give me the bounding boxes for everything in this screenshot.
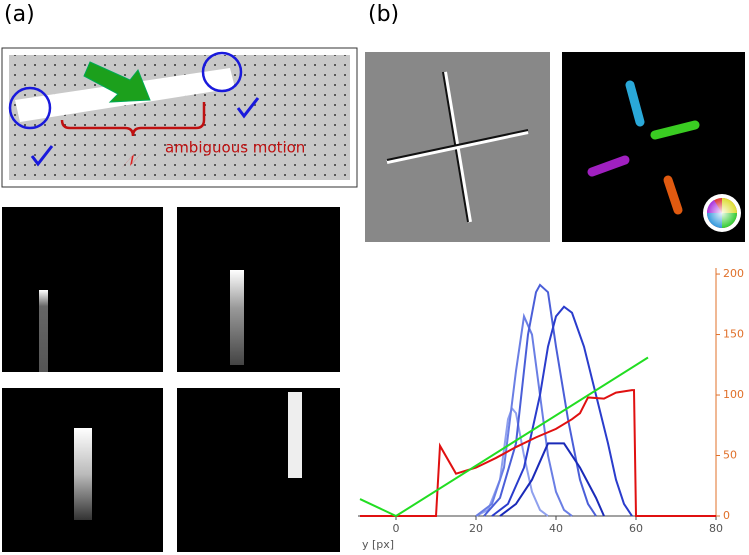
y-tick-label: 0 xyxy=(723,509,730,522)
x-tick-label: 20 xyxy=(469,522,483,535)
annotation: ambiguous motion xyxy=(165,139,305,157)
x-axis-label: y [px] xyxy=(362,538,394,551)
x-tick-label: 80 xyxy=(709,522,723,535)
line xyxy=(360,389,716,517)
frames xyxy=(2,207,340,552)
x-tick-label: 0 xyxy=(393,522,400,535)
line xyxy=(491,305,633,517)
line xyxy=(499,442,605,517)
y-tick-label: 50 xyxy=(723,449,737,462)
y-tick-label: 100 xyxy=(723,388,744,401)
panel-label: (b) xyxy=(368,2,399,27)
line xyxy=(359,356,649,518)
event-image xyxy=(365,52,745,242)
y-tick-label: 200 xyxy=(723,267,744,280)
panel-label: (a) xyxy=(4,2,35,27)
line xyxy=(483,283,597,517)
y-tick-label: 150 xyxy=(723,328,744,341)
motion-diagram: ambiguous motion xyxy=(1,47,358,188)
x-tick-label: 40 xyxy=(549,522,563,535)
line xyxy=(475,312,573,517)
x-tick-label: 60 xyxy=(629,522,643,535)
